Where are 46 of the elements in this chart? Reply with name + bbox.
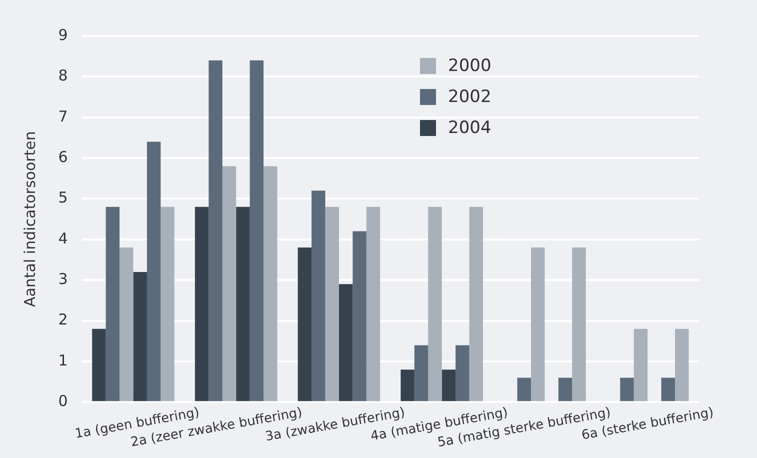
y-tick-label: 8 bbox=[58, 66, 68, 85]
y-axis-title: Aantal indicatorsoorten bbox=[21, 131, 40, 308]
bar bbox=[456, 345, 470, 402]
bar bbox=[442, 370, 456, 402]
bar bbox=[250, 60, 264, 402]
legend-label: 2004 bbox=[448, 118, 492, 138]
bar bbox=[661, 378, 675, 402]
y-tick-label: 5 bbox=[58, 188, 68, 207]
bar bbox=[338, 284, 353, 402]
y-tick-label: 7 bbox=[58, 107, 68, 126]
y-tick-label: 0 bbox=[58, 392, 68, 410]
bar bbox=[194, 206, 209, 402]
bar bbox=[428, 206, 442, 402]
bar bbox=[558, 378, 572, 402]
y-tick-label: 2 bbox=[58, 310, 68, 329]
bar bbox=[236, 206, 250, 402]
bar bbox=[133, 272, 147, 402]
bar bbox=[325, 206, 339, 402]
bar bbox=[312, 190, 326, 402]
bar bbox=[160, 206, 174, 402]
bar bbox=[675, 328, 689, 402]
bar bbox=[469, 206, 483, 402]
bar bbox=[517, 378, 531, 402]
y-tick-label: 4 bbox=[58, 229, 68, 248]
bar bbox=[530, 248, 545, 402]
bar bbox=[264, 166, 278, 402]
bar bbox=[298, 248, 312, 402]
legend-label: 2002 bbox=[448, 86, 492, 106]
y-tick-label: 9 bbox=[58, 26, 68, 44]
bar bbox=[400, 370, 414, 402]
y-tick-label: 3 bbox=[58, 270, 68, 288]
y-tick-label: 1 bbox=[58, 351, 68, 370]
bar bbox=[120, 248, 134, 402]
bar bbox=[572, 248, 586, 402]
bar bbox=[208, 60, 222, 402]
bar bbox=[414, 345, 428, 402]
bar bbox=[620, 378, 634, 402]
bar bbox=[106, 206, 120, 402]
bar bbox=[222, 166, 236, 402]
bar bbox=[146, 142, 161, 402]
bar bbox=[366, 206, 380, 402]
bar bbox=[634, 328, 648, 402]
legend-label: 2000 bbox=[448, 56, 492, 76]
y-tick-label: 6 bbox=[58, 148, 68, 166]
bar bbox=[352, 231, 366, 402]
bar bbox=[92, 328, 106, 402]
